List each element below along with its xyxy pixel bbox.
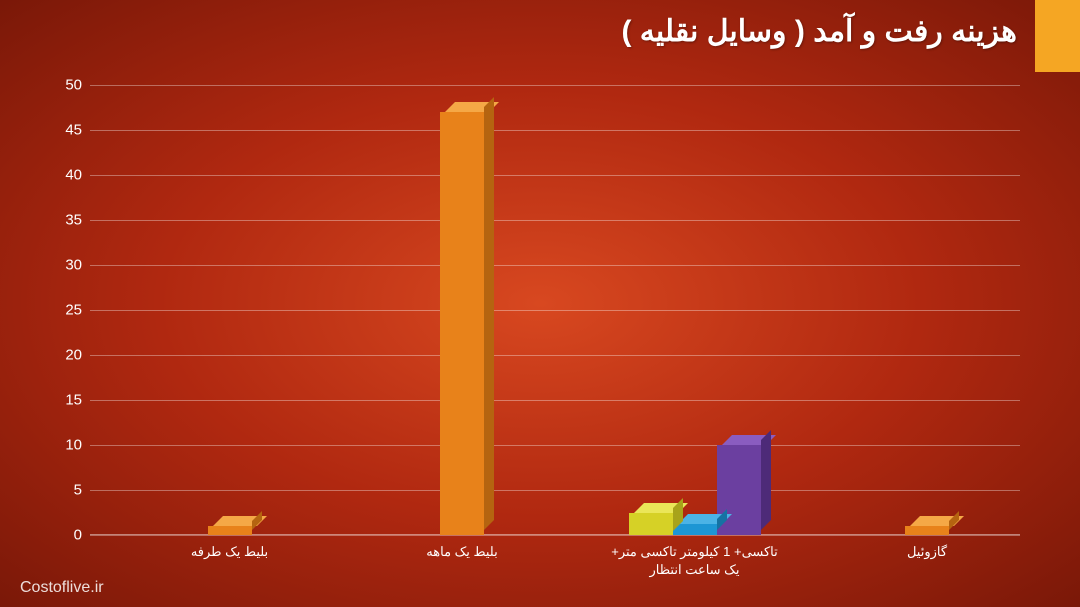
bar-group: تاکسی+ 1 کیلومتر تاکسی متر+ یک ساعت انتظ… bbox=[629, 445, 761, 535]
y-tick-label: 0 bbox=[74, 527, 82, 544]
chart-title: هزینه رفت و آمد ( وسایل نقلیه ) bbox=[621, 14, 1017, 49]
gridline bbox=[90, 400, 1020, 401]
gridline bbox=[90, 490, 1020, 491]
gridline bbox=[90, 355, 1020, 356]
bar bbox=[905, 526, 949, 535]
y-tick-label: 5 bbox=[74, 482, 82, 499]
y-tick-label: 15 bbox=[65, 392, 82, 409]
y-axis: 05101520253035404550 bbox=[50, 85, 90, 535]
x-axis-label: تاکسی+ 1 کیلومتر تاکسی متر+ یک ساعت انتظ… bbox=[605, 543, 785, 579]
accent-block bbox=[1035, 0, 1080, 72]
watermark: Costoflive.ir bbox=[20, 579, 104, 597]
y-tick-label: 35 bbox=[65, 212, 82, 229]
y-tick-label: 40 bbox=[65, 167, 82, 184]
y-tick-label: 20 bbox=[65, 347, 82, 364]
bar-group: بلیط یک طرفه bbox=[208, 526, 252, 535]
gridline bbox=[90, 130, 1020, 131]
bar bbox=[673, 524, 717, 535]
y-tick-label: 45 bbox=[65, 122, 82, 139]
bar bbox=[440, 112, 484, 535]
bar bbox=[208, 526, 252, 535]
y-tick-label: 10 bbox=[65, 437, 82, 454]
x-axis-label: بلیط یک طرفه bbox=[140, 543, 320, 561]
chart-plot-area: 05101520253035404550 بلیط یک طرفهبلیط یک… bbox=[90, 85, 1020, 535]
y-tick-label: 30 bbox=[65, 257, 82, 274]
gridline bbox=[90, 175, 1020, 176]
x-axis-label: گازوئیل bbox=[837, 543, 1017, 561]
bar-group: گازوئیل bbox=[905, 526, 949, 535]
gridline bbox=[90, 85, 1020, 86]
y-tick-label: 50 bbox=[65, 77, 82, 94]
gridline bbox=[90, 310, 1020, 311]
bar bbox=[629, 513, 673, 536]
header: هزینه رفت و آمد ( وسایل نقلیه ) bbox=[621, 0, 1080, 72]
gridline bbox=[90, 445, 1020, 446]
y-tick-label: 25 bbox=[65, 302, 82, 319]
bar-group: بلیط یک ماهه bbox=[440, 112, 484, 535]
gridline bbox=[90, 265, 1020, 266]
x-axis-label: بلیط یک ماهه bbox=[372, 543, 552, 561]
gridline bbox=[90, 220, 1020, 221]
gridline bbox=[90, 535, 1020, 536]
